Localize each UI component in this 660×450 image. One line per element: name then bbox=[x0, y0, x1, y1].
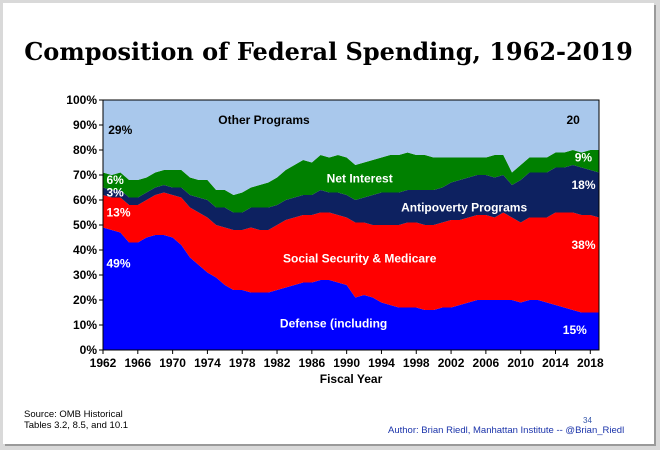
x-tick-label: 1998 bbox=[403, 356, 430, 370]
stacked-area-chart: 0%10%20%30%40%50%60%70%80%90%100% 1962 19… bbox=[66, 93, 604, 386]
x-axis: 1962 1966 1970 1974 1978 1982 1986 1990 1994 1998… bbox=[90, 350, 604, 370]
value-label: 6% bbox=[106, 173, 124, 187]
y-tick-label: 60% bbox=[73, 193, 97, 207]
area-series-1 bbox=[103, 192, 599, 313]
x-tick-label: 1966 bbox=[124, 356, 151, 370]
x-tick-label: 1990 bbox=[333, 356, 360, 370]
x-tick-label: 1994 bbox=[368, 356, 395, 370]
y-tick-label: 50% bbox=[73, 218, 97, 232]
source-line-2: Tables 3.2, 8.5, and 10.1 bbox=[24, 420, 129, 431]
x-tick-label: 2010 bbox=[507, 356, 534, 370]
value-label: 13% bbox=[106, 205, 130, 219]
chart-areas bbox=[102, 99, 600, 351]
x-tick-label: 1970 bbox=[159, 356, 186, 370]
value-label: 9% bbox=[575, 150, 593, 164]
x-tick-label: 1974 bbox=[194, 356, 221, 370]
x-tick-label: 1986 bbox=[298, 356, 325, 370]
page-number: 34 bbox=[583, 416, 592, 425]
y-tick-label: 30% bbox=[73, 268, 97, 282]
y-tick-label: 70% bbox=[73, 168, 97, 182]
series-name-label: Social Security & Medicare bbox=[283, 252, 437, 266]
area-series-3 bbox=[103, 150, 599, 213]
y-axis: 0% 10% 20% 30% 40% 50% 60% 70% 80% 90% 100% bbox=[66, 93, 103, 357]
value-label: 20 bbox=[566, 113, 580, 127]
chart-title: Composition of Federal Spending, 1962-20… bbox=[24, 37, 633, 66]
y-tick-label: 100% bbox=[66, 93, 97, 107]
x-tick-label: 2018 bbox=[577, 356, 604, 370]
y-tick-label: 80% bbox=[73, 143, 97, 157]
value-label: 38% bbox=[571, 238, 595, 252]
value-label: 18% bbox=[571, 178, 595, 192]
area-series-0 bbox=[103, 227, 599, 350]
value-label: 3% bbox=[106, 185, 124, 199]
x-axis-label: Fiscal Year bbox=[320, 372, 383, 386]
x-tick-label: 1982 bbox=[264, 356, 291, 370]
y-tick-label: 10% bbox=[73, 318, 97, 332]
y-tick-label: 0% bbox=[80, 343, 98, 357]
value-label: 15% bbox=[563, 323, 587, 337]
slide: Composition of Federal Spending, 1962-20… bbox=[3, 3, 654, 444]
x-tick-label: 1978 bbox=[229, 356, 256, 370]
area-series-4 bbox=[103, 100, 599, 195]
x-tick-label: 1962 bbox=[90, 356, 117, 370]
x-tick-label: 2002 bbox=[438, 356, 465, 370]
series-name-label: Antipoverty Programs bbox=[401, 200, 527, 214]
author-credit: Author: Brian Riedl, Manhattan Institute… bbox=[388, 425, 625, 436]
y-tick-label: 90% bbox=[73, 118, 97, 132]
series-name-label: Defense (including bbox=[280, 317, 387, 331]
value-label: 29% bbox=[108, 123, 132, 137]
y-tick-label: 20% bbox=[73, 293, 97, 307]
series-name-label: Net Interest bbox=[327, 172, 393, 186]
series-name-label: Other Programs bbox=[218, 113, 310, 127]
source-note: Source: OMB Historical Tables 3.2, 8.5, … bbox=[24, 409, 194, 431]
value-label: 49% bbox=[106, 257, 130, 271]
source-line-1: Source: OMB Historical bbox=[24, 409, 123, 420]
x-tick-label: 2006 bbox=[473, 356, 500, 370]
x-tick-label: 2014 bbox=[542, 356, 569, 370]
y-tick-label: 40% bbox=[73, 243, 97, 257]
series-labels: Other Programs Net Interest Antipoverty Pr… bbox=[106, 113, 595, 337]
